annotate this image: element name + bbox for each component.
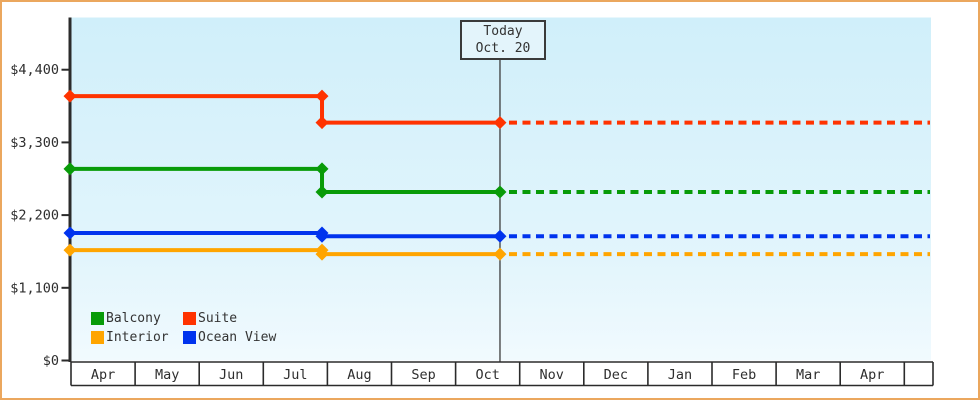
series-line-suite <box>70 94 500 125</box>
series-marker-suite <box>315 89 329 103</box>
month-label: Feb <box>732 367 756 383</box>
month-label: Nov <box>540 367 564 383</box>
legend-item-ocean-view: Ocean View <box>183 330 293 345</box>
series-marker-balcony <box>315 185 329 199</box>
month-label: Oct <box>475 367 499 383</box>
series-marker-suite <box>493 116 507 130</box>
legend: Balcony Suite Interior Ocean View <box>91 311 293 345</box>
series-marker-ocean-view <box>315 229 329 243</box>
legend-item-balcony: Balcony <box>91 311 183 326</box>
legend-label: Suite <box>198 311 238 326</box>
series-marker-balcony <box>315 162 329 176</box>
series-line-balcony <box>70 166 500 194</box>
series-marker-balcony <box>63 162 77 176</box>
month-table: Apr May Jun Jul Aug Sep Oct Nov Dec Jan Feb Mar Apr <box>70 361 934 387</box>
series-marker-suite <box>63 89 77 103</box>
month-label: Jul <box>283 367 307 383</box>
legend-swatch-ocean-view <box>183 331 196 344</box>
y-tick-label: $2,200 <box>10 208 59 224</box>
month-label: Apr <box>860 367 884 383</box>
series-marker-interior <box>493 247 507 261</box>
y-tick-label: $0 <box>43 353 59 369</box>
legend-item-suite: Suite <box>183 311 293 326</box>
y-tick-label: $4,400 <box>10 62 59 78</box>
series-marker-balcony <box>493 185 507 199</box>
month-label: Aug <box>347 367 371 383</box>
series-marker-interior <box>315 247 329 261</box>
legend-swatch-interior <box>91 331 104 344</box>
series-marker-ocean-view <box>63 226 77 240</box>
legend-label: Ocean View <box>198 330 277 345</box>
month-label: Dec <box>604 367 628 383</box>
legend-label: Interior <box>106 330 169 345</box>
month-label: Apr <box>91 367 115 383</box>
month-label: Mar <box>796 367 820 383</box>
legend-swatch-suite <box>183 312 196 325</box>
legend-item-interior: Interior <box>91 330 183 345</box>
series-marker-suite <box>315 116 329 130</box>
month-label: Jan <box>668 367 692 383</box>
y-tick-label: $1,100 <box>10 280 59 296</box>
series-marker-ocean-view <box>493 229 507 243</box>
legend-label: Balcony <box>106 311 161 326</box>
today-date: Oct. 20 <box>475 41 531 56</box>
series-marker-interior <box>63 243 77 257</box>
month-label: May <box>155 367 179 383</box>
today-label: Today <box>483 24 523 39</box>
y-tick-label: $3,300 <box>10 135 59 151</box>
today-marker-box: Today Oct. 20 <box>460 20 546 60</box>
month-label: Jun <box>219 367 243 383</box>
month-label: Sep <box>411 367 435 383</box>
legend-swatch-balcony <box>91 312 104 325</box>
